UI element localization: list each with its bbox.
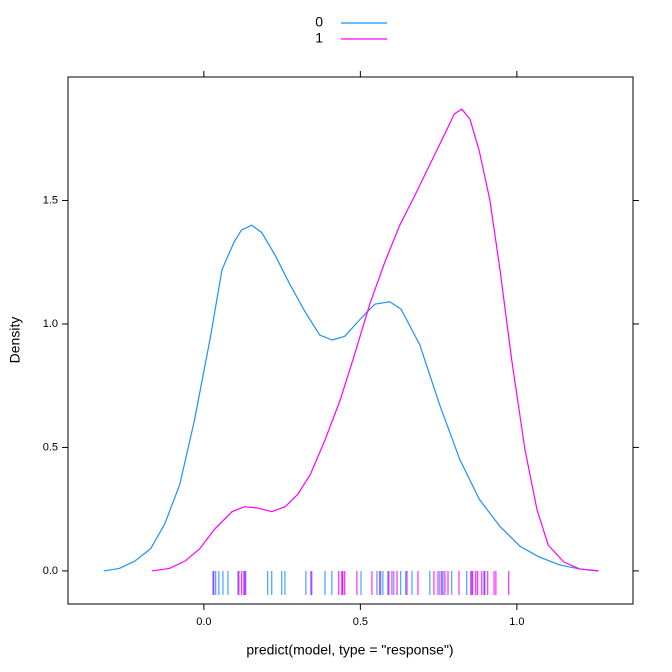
y-tick-label: 0.0	[43, 565, 58, 577]
x-tick-label: 0.5	[353, 616, 368, 628]
legend-label: 0	[315, 14, 323, 30]
x-axis-label: predict(model, type = "response")	[246, 642, 453, 658]
x-tick-label: 1.0	[509, 616, 524, 628]
y-tick-label: 1.0	[43, 318, 58, 330]
density-curve	[103, 224, 599, 572]
panel	[67, 76, 634, 605]
legend-label: 1	[315, 30, 323, 46]
density-curve	[151, 108, 599, 572]
y-tick-label: 0.5	[43, 441, 58, 453]
y-axis-label: Density	[7, 317, 23, 364]
y-tick-label: 1.5	[43, 194, 58, 206]
x-tick-label: 0.0	[196, 616, 211, 628]
